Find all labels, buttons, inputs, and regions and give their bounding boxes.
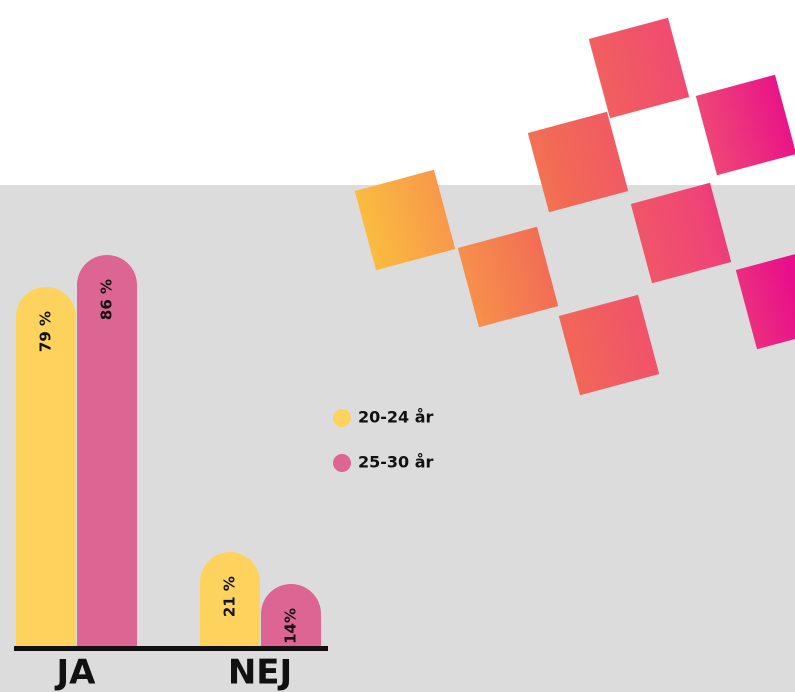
category-label: NEJ [228,653,292,692]
deco-square [527,111,629,213]
legend-marker [333,454,351,472]
deco-square [558,294,660,396]
deco-square [695,74,795,176]
legend-label: 25-30 år [358,453,434,472]
deco-square [630,182,732,284]
deco-square [735,248,795,350]
value-label: 79 % [37,311,55,352]
deco-square [588,17,690,119]
decoration [354,17,795,396]
value-label: 14% [282,608,300,644]
legend-label: 20-24 år [358,408,434,427]
deco-square [457,226,559,328]
value-label: 86 % [98,279,116,320]
value-label: 21 % [221,576,239,617]
bar [16,286,76,648]
category-label: JA [55,653,97,692]
deco-square [354,169,456,271]
bar [261,584,321,648]
bar [77,254,137,648]
plot: 79 % 86 % JA 21 % 14% NEJ 20-24 år 25-30 år [16,254,434,692]
bar [200,552,260,648]
legend-marker [333,409,351,427]
baseline [14,646,328,651]
